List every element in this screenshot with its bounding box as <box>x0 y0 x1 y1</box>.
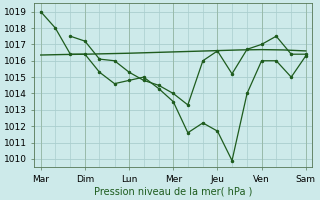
X-axis label: Pression niveau de la mer( hPa ): Pression niveau de la mer( hPa ) <box>94 187 252 197</box>
